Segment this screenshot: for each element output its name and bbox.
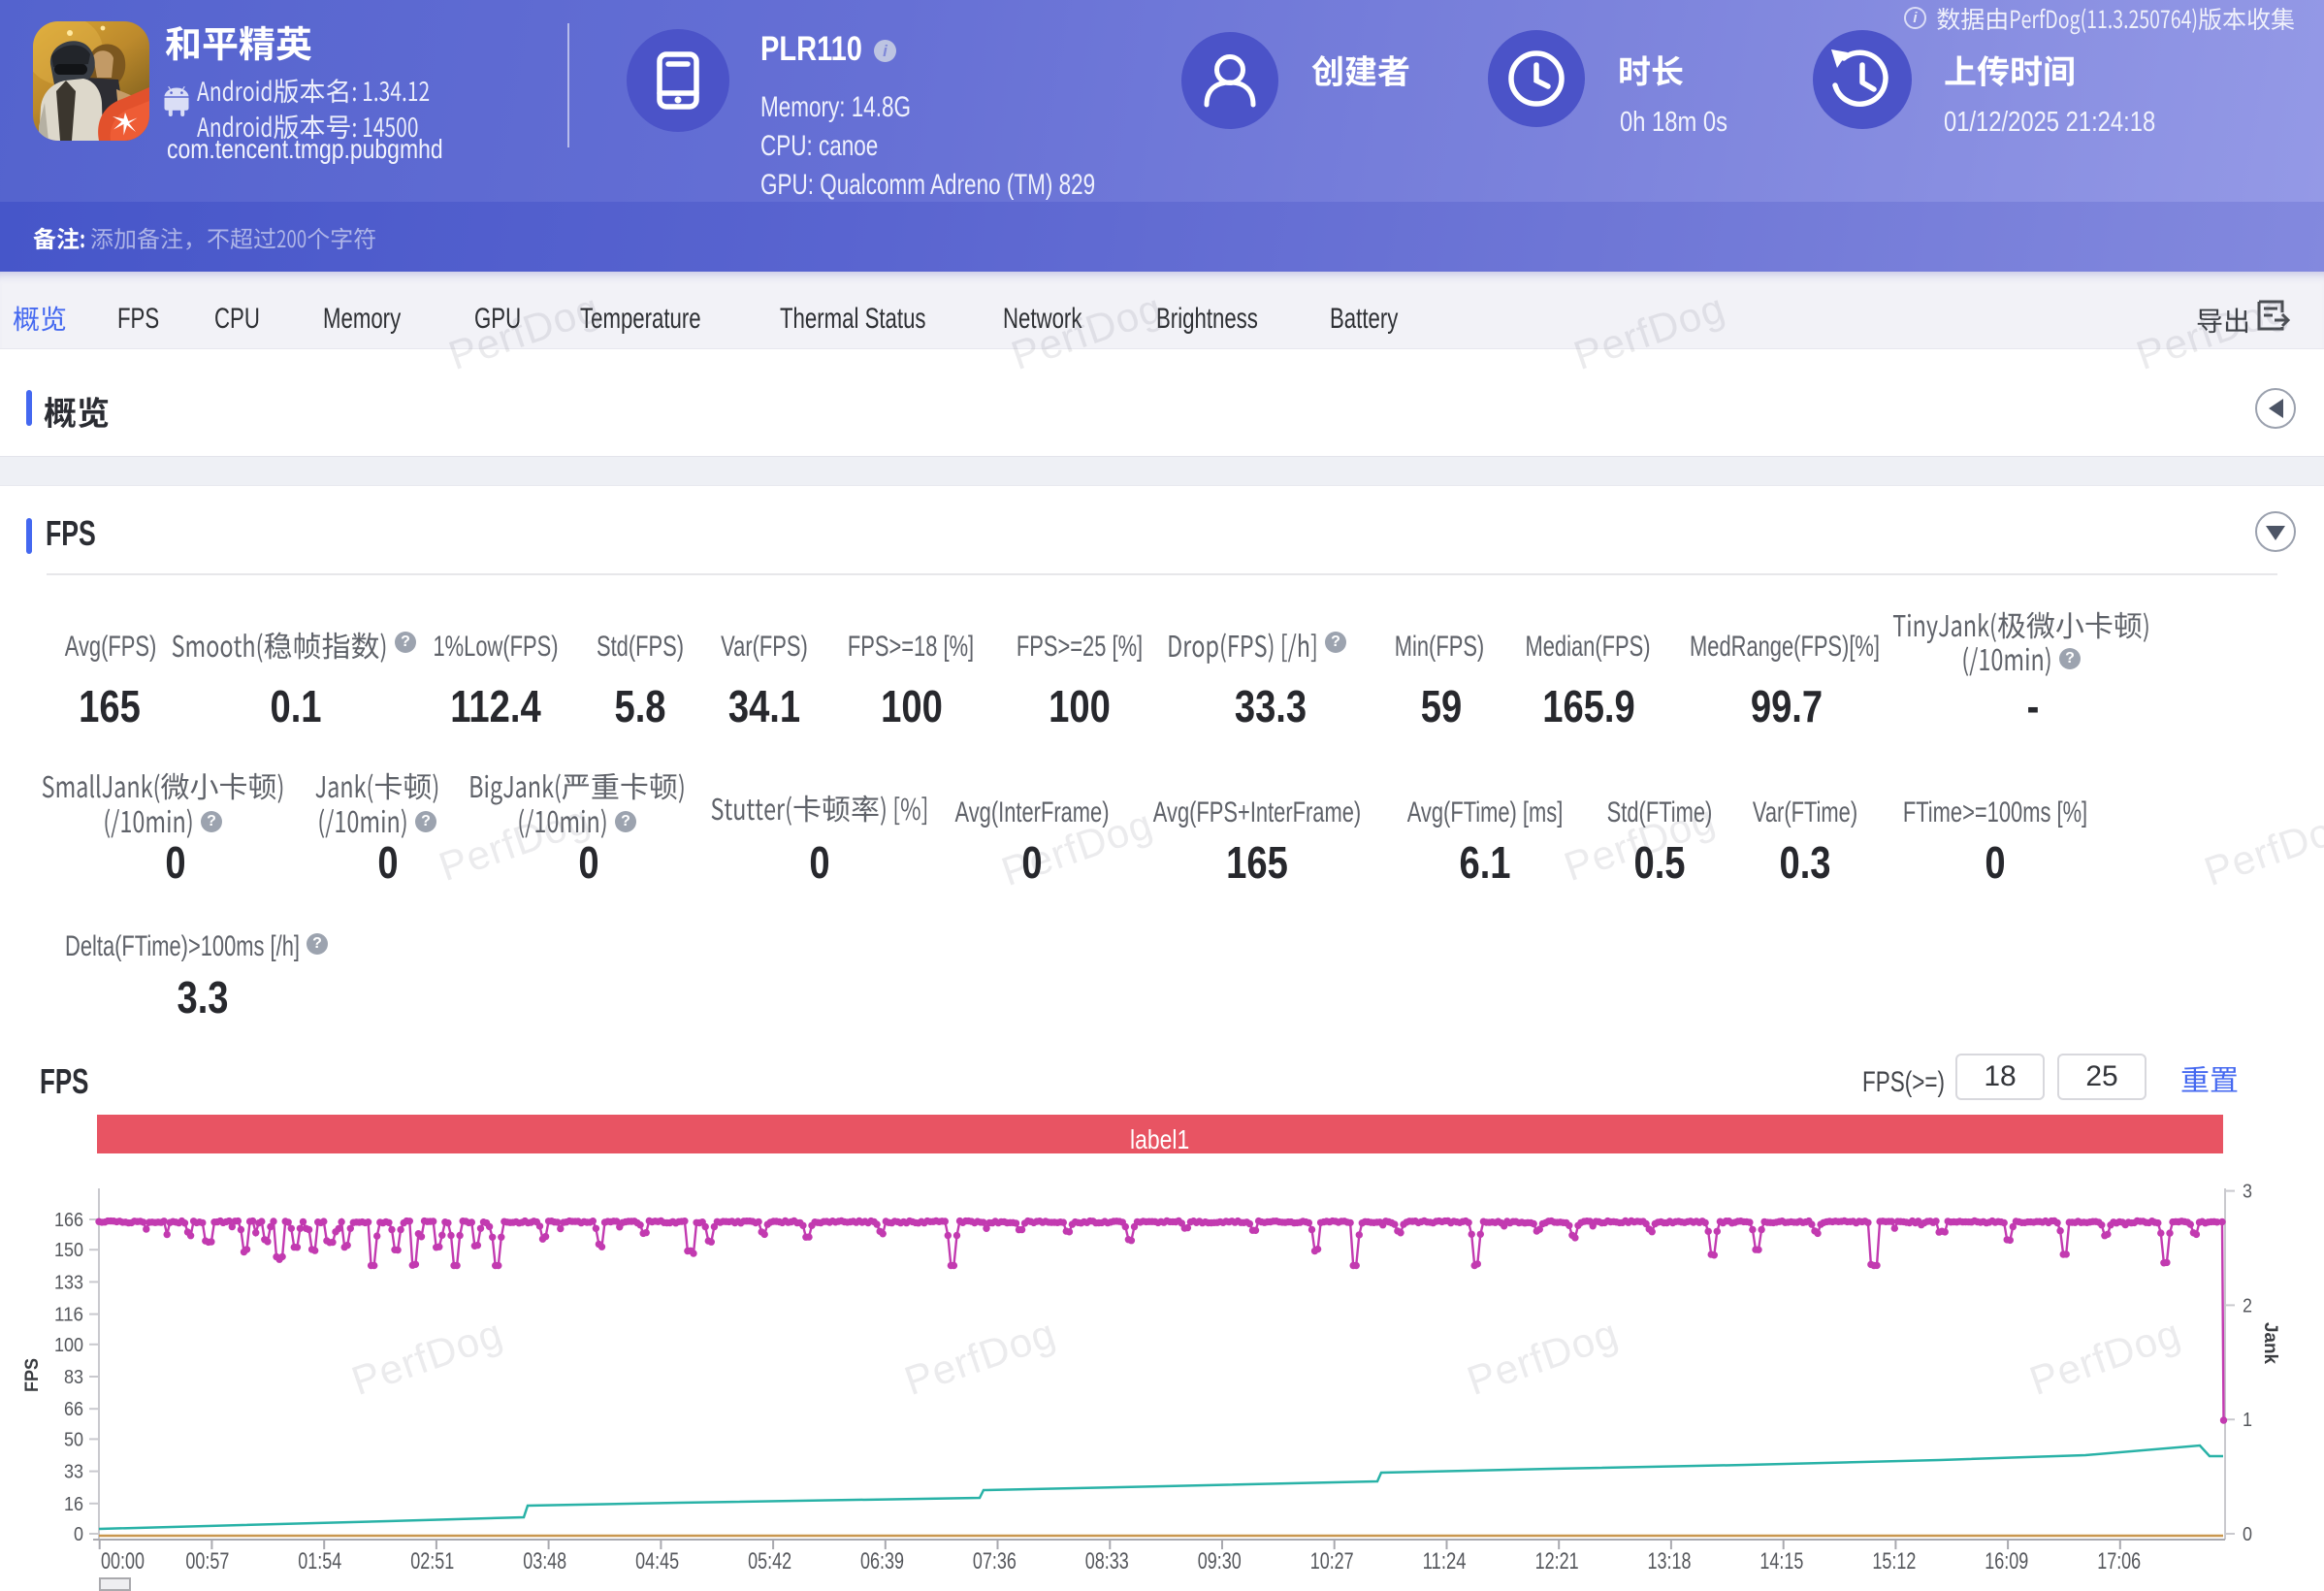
svg-text:04:45: 04:45 (635, 1548, 679, 1575)
svg-text:50: 50 (64, 1429, 83, 1450)
svg-text:Jank: Jank (2260, 1322, 2280, 1364)
svg-text:09:30: 09:30 (1198, 1548, 1242, 1575)
svg-text:FPS: FPS (22, 1358, 43, 1392)
svg-text:2: 2 (2243, 1295, 2252, 1316)
svg-text:3: 3 (2243, 1182, 2252, 1203)
svg-text:07:36: 07:36 (973, 1548, 1017, 1575)
svg-text:33: 33 (64, 1462, 83, 1483)
svg-text:00:00: 00:00 (101, 1548, 145, 1575)
svg-text:100: 100 (54, 1335, 83, 1356)
svg-text:1: 1 (2243, 1410, 2252, 1431)
svg-text:66: 66 (64, 1399, 83, 1420)
svg-text:08:33: 08:33 (1085, 1548, 1129, 1575)
svg-text:01:54: 01:54 (298, 1548, 341, 1575)
svg-text:166: 166 (54, 1210, 83, 1231)
svg-text:13:18: 13:18 (1648, 1548, 1692, 1575)
svg-text:116: 116 (54, 1305, 83, 1326)
svg-text:0: 0 (2243, 1524, 2252, 1545)
svg-text:14:15: 14:15 (1759, 1548, 1803, 1575)
svg-text:00:57: 00:57 (185, 1548, 229, 1575)
svg-text:12:21: 12:21 (1535, 1548, 1579, 1575)
svg-text:133: 133 (54, 1272, 83, 1293)
svg-text:06:39: 06:39 (860, 1548, 904, 1575)
svg-text:05:42: 05:42 (748, 1548, 791, 1575)
svg-text:11:24: 11:24 (1423, 1548, 1467, 1575)
svg-text:83: 83 (64, 1367, 83, 1388)
svg-text:150: 150 (54, 1240, 83, 1261)
svg-text:02:51: 02:51 (410, 1548, 454, 1575)
svg-text:03:48: 03:48 (523, 1548, 566, 1575)
svg-text:16:09: 16:09 (1985, 1548, 2028, 1575)
svg-text:0: 0 (74, 1524, 83, 1545)
svg-text:15:12: 15:12 (1872, 1548, 1916, 1575)
svg-text:10:27: 10:27 (1310, 1548, 1354, 1575)
svg-text:16: 16 (64, 1494, 83, 1515)
svg-text:17:06: 17:06 (2097, 1548, 2141, 1575)
